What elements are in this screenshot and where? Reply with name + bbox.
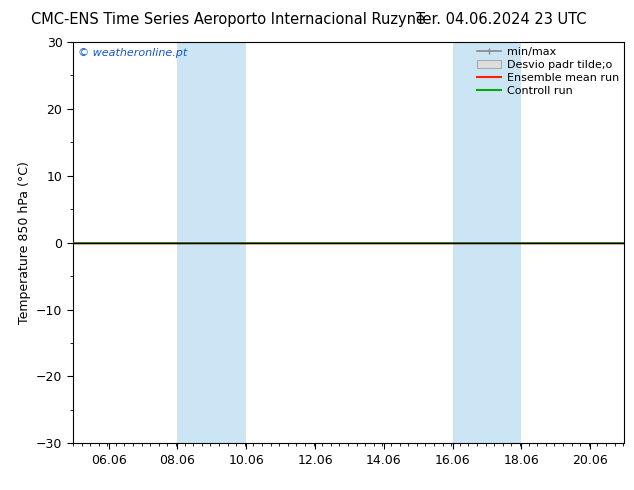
Text: CMC-ENS Time Series Aeroporto Internacional Ruzyne: CMC-ENS Time Series Aeroporto Internacio…	[31, 12, 425, 27]
Bar	[178, 42, 246, 443]
Y-axis label: Temperature 850 hPa (°C): Temperature 850 hPa (°C)	[18, 161, 30, 324]
Text: © weatheronline.pt: © weatheronline.pt	[79, 48, 188, 58]
Text: Ter. 04.06.2024 23 UTC: Ter. 04.06.2024 23 UTC	[416, 12, 586, 27]
Bar	[453, 42, 521, 443]
Legend: min/max, Desvio padr tilde;o, Ensemble mean run, Controll run: min/max, Desvio padr tilde;o, Ensemble m…	[474, 44, 622, 99]
